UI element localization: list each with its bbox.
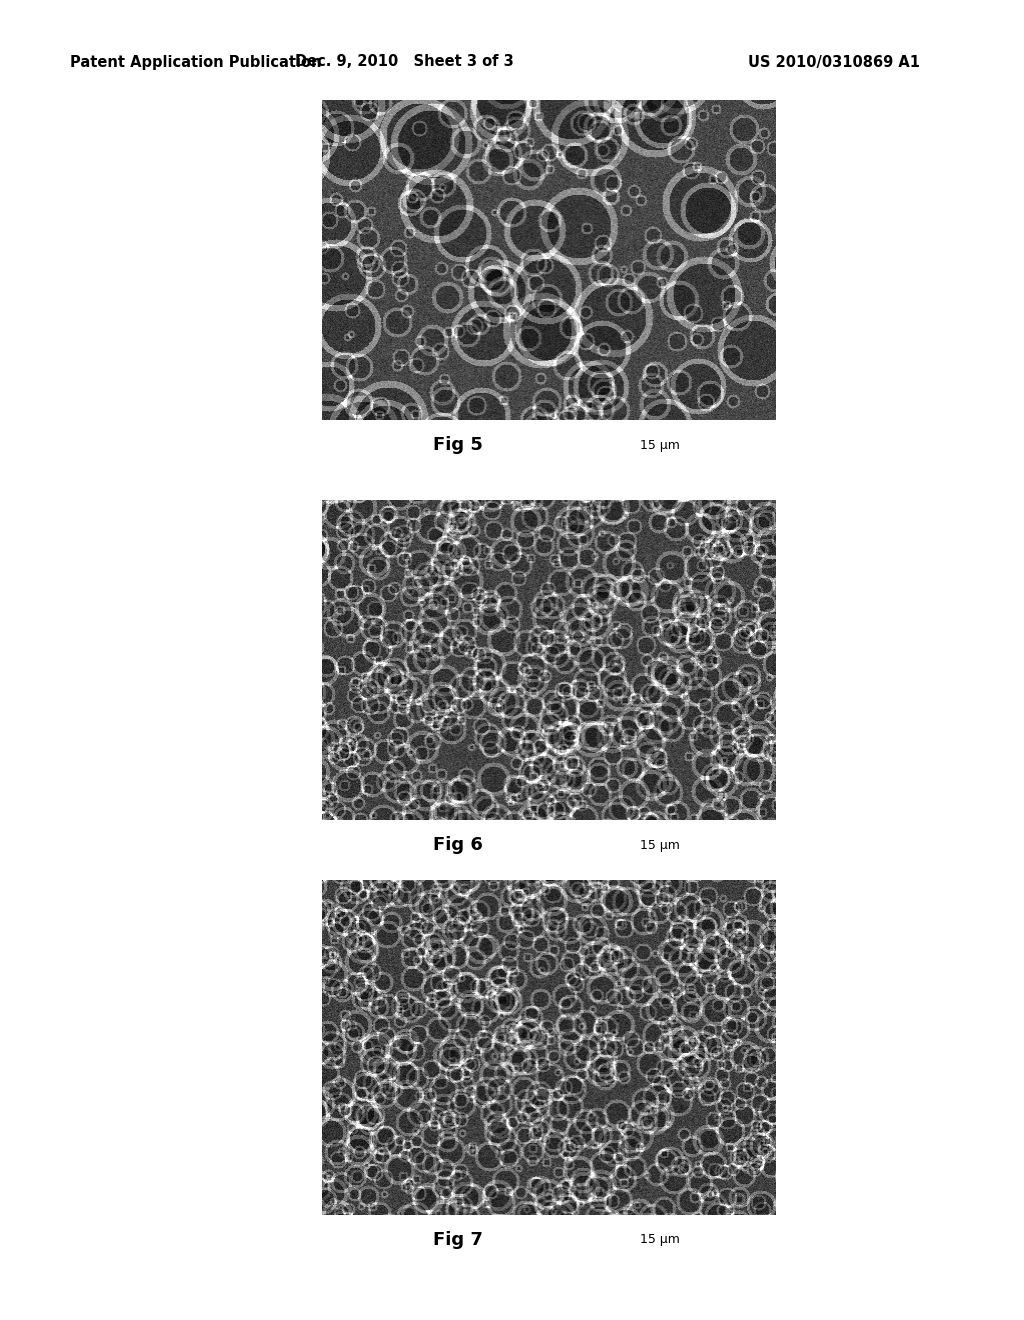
Text: 15 μm: 15 μm [640, 838, 680, 851]
Text: Fig 6: Fig 6 [433, 836, 482, 854]
Text: Fig 7: Fig 7 [433, 1232, 482, 1249]
Text: Dec. 9, 2010   Sheet 3 of 3: Dec. 9, 2010 Sheet 3 of 3 [295, 54, 514, 70]
Text: 15 μm: 15 μm [640, 1233, 680, 1246]
Text: Fig 5: Fig 5 [433, 436, 482, 454]
Text: 15 μm: 15 μm [640, 438, 680, 451]
Text: US 2010/0310869 A1: US 2010/0310869 A1 [748, 54, 920, 70]
Text: Patent Application Publication: Patent Application Publication [70, 54, 322, 70]
